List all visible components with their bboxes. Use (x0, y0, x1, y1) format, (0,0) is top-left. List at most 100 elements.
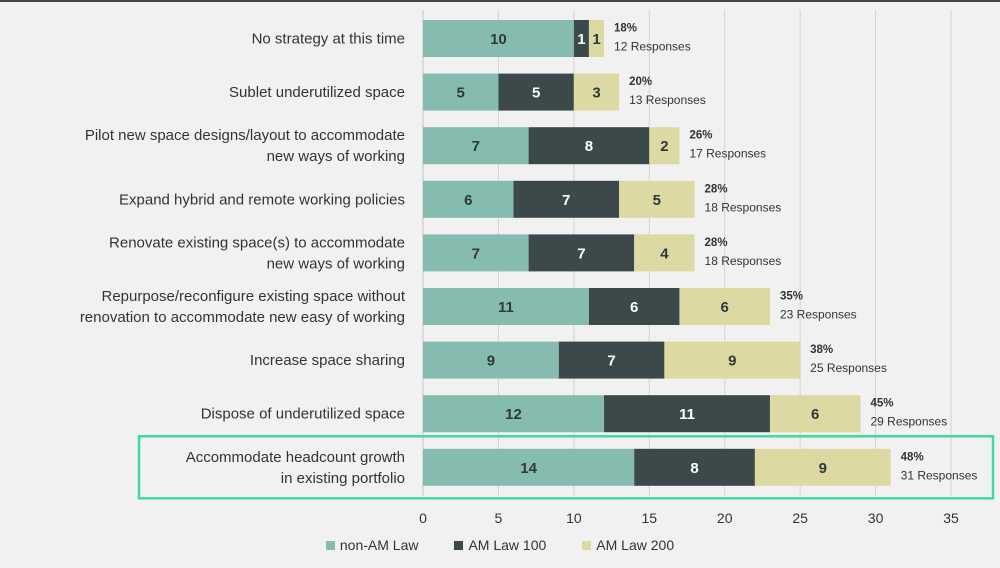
responses-label: 18 Responses (705, 200, 782, 214)
responses-label: 17 Responses (689, 147, 766, 161)
category-label: new ways of working (267, 255, 405, 272)
bar-segment (423, 448, 635, 486)
category-label: Increase space sharing (250, 352, 405, 369)
segment-value-label: 1 (592, 31, 600, 48)
top-rule (0, 0, 1000, 2)
category-label: No strategy at this time (252, 31, 405, 48)
legend-swatch (454, 540, 464, 550)
segment-value-label: 6 (464, 192, 472, 209)
percent-label: 28% (705, 183, 728, 195)
bar-segment (634, 234, 695, 272)
percent-label: 28% (705, 237, 728, 249)
segment-value-label: 6 (630, 299, 638, 316)
segment-value-label: 7 (607, 353, 615, 370)
x-tick-label: 25 (792, 510, 808, 526)
segment-value-label: 6 (811, 406, 819, 423)
highlight-box (137, 435, 995, 500)
category-label: new ways of working (267, 148, 405, 165)
legend-item-am-law-200: AM Law 200 (582, 534, 674, 556)
x-tick-label: 15 (641, 510, 657, 526)
segment-value-label: 8 (690, 460, 698, 477)
percent-label: 48% (901, 451, 924, 463)
segment-value-label: 7 (472, 138, 480, 155)
segment-value-label: 9 (487, 353, 495, 370)
bar-segment (634, 448, 755, 486)
bar-segment (679, 288, 770, 325)
segment-value-label: 7 (577, 245, 585, 262)
legend-label: non-AM Law (339, 537, 419, 553)
percent-label: 38% (810, 344, 833, 356)
segment-value-label: 5 (457, 85, 465, 102)
bar-segment (558, 341, 665, 379)
segment-value-label: 7 (472, 245, 480, 262)
bar-segment (588, 20, 605, 57)
responses-label: 31 Responses (901, 468, 978, 482)
legend-label: AM Law 100 (468, 537, 547, 553)
responses-label: 25 Responses (810, 361, 887, 375)
category-label: renovation to accommodate new easy of wo… (80, 309, 405, 326)
x-tick-label: 0 (419, 510, 427, 526)
bar-segment (423, 288, 589, 325)
bar-segment (664, 341, 801, 379)
bar-segment (573, 73, 620, 111)
x-tick-label: 5 (495, 510, 503, 526)
legend: non-AM Law AM Law 100 AM Law 200 (0, 534, 1000, 556)
legend-swatch (582, 540, 592, 550)
bar-segment (528, 234, 635, 272)
percent-label: 18% (614, 23, 637, 35)
category-label: Sublet underutilized space (229, 84, 405, 101)
segment-value-label: 4 (660, 245, 669, 262)
segment-value-label: 6 (721, 299, 729, 316)
percent-label: 35% (780, 291, 803, 303)
x-tick-label: 30 (868, 510, 884, 526)
segment-value-label: 10 (490, 31, 507, 48)
segment-value-label: 5 (532, 85, 540, 102)
responses-label: 23 Responses (780, 308, 857, 322)
responses-label: 12 Responses (614, 40, 691, 54)
bar-segment (649, 127, 680, 165)
segment-value-label: 8 (585, 138, 593, 155)
bar-segment (498, 73, 574, 111)
category-label: Repurpose/reconfigure existing space wit… (101, 288, 405, 305)
bar-segment (423, 127, 529, 165)
segment-value-label: 14 (520, 460, 537, 477)
responses-label: 13 Responses (629, 93, 706, 107)
bar-segment (573, 20, 589, 57)
segment-value-label: 7 (562, 192, 570, 209)
segment-value-label: 11 (679, 406, 695, 423)
segment-value-label: 3 (592, 85, 600, 102)
x-tick-label: 10 (566, 510, 582, 526)
category-label: in existing portfolio (281, 470, 405, 487)
segment-value-label: 9 (728, 353, 736, 370)
bar-segment (604, 395, 770, 433)
segment-value-label: 9 (819, 460, 827, 477)
bar-segment (528, 127, 650, 165)
percent-label: 45% (870, 398, 893, 410)
x-axis-ticks: 0 5 10 15 20 25 30 35 (419, 510, 959, 526)
segment-value-label: 12 (505, 406, 522, 423)
bar-segment (423, 234, 529, 272)
bars: 10 1 1 18% 12 Responses 5 5 3 20% 13 Responses 7 8 2… (423, 20, 977, 486)
bar-segment (423, 180, 514, 218)
category-labels: No strategy at this time Sublet underutil… (80, 31, 406, 487)
bar-segment (513, 180, 620, 218)
segment-value-label: 2 (660, 138, 668, 155)
legend-label: AM Law 200 (596, 537, 675, 553)
bar-segment (423, 395, 605, 433)
percent-label: 26% (689, 130, 712, 142)
category-label: Pilot new space designs/layout to accomm… (85, 127, 405, 144)
category-label: Accommodate headcount growth (186, 449, 405, 466)
bar-segment (423, 20, 574, 57)
bar-segment (769, 395, 861, 433)
bar-segment (423, 73, 499, 111)
segment-value-label: 1 (577, 31, 585, 48)
legend-item-am-law-100: AM Law 100 (454, 534, 546, 556)
legend-item-non-am-law: non-AM Law (325, 534, 419, 556)
bar-segment (754, 448, 891, 486)
responses-label: 29 Responses (870, 415, 947, 429)
bar-segment (423, 341, 559, 379)
bar-segment (588, 288, 680, 325)
x-tick-label: 35 (943, 510, 959, 526)
category-label: Expand hybrid and remote working policie… (119, 191, 405, 208)
category-label: Renovate existing space(s) to accommodat… (109, 234, 405, 251)
